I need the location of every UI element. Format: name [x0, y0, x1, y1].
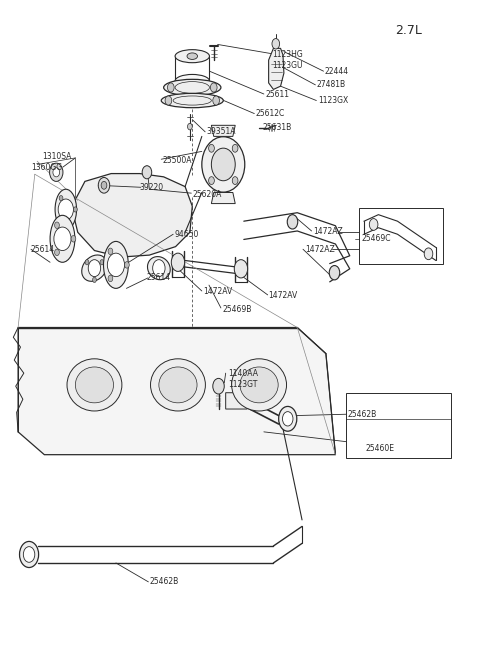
Text: 27481B: 27481B: [316, 81, 346, 89]
Circle shape: [85, 259, 89, 265]
Ellipse shape: [159, 367, 197, 403]
Circle shape: [234, 259, 248, 278]
Ellipse shape: [175, 75, 209, 88]
Text: 1140AA: 1140AA: [228, 369, 258, 378]
Circle shape: [209, 177, 215, 185]
Circle shape: [168, 83, 174, 92]
Circle shape: [116, 255, 125, 268]
Circle shape: [213, 379, 224, 394]
Circle shape: [108, 275, 113, 282]
Text: 25460E: 25460E: [365, 443, 395, 453]
Text: 25462B: 25462B: [149, 577, 179, 586]
Circle shape: [55, 249, 60, 255]
Circle shape: [54, 227, 71, 251]
Circle shape: [171, 253, 185, 271]
Text: 1123GU: 1123GU: [272, 61, 302, 70]
Ellipse shape: [55, 189, 76, 230]
Text: 2.7L: 2.7L: [395, 24, 422, 37]
Ellipse shape: [151, 359, 205, 411]
Ellipse shape: [67, 359, 122, 411]
Text: 25500A: 25500A: [163, 156, 192, 165]
Text: 25631B: 25631B: [263, 123, 292, 132]
Circle shape: [93, 277, 96, 282]
Circle shape: [59, 218, 63, 223]
Circle shape: [282, 411, 293, 426]
Text: 25612C: 25612C: [256, 109, 285, 118]
Ellipse shape: [202, 137, 245, 192]
Ellipse shape: [82, 255, 107, 281]
Circle shape: [369, 219, 378, 231]
Text: 94650: 94650: [174, 230, 199, 238]
Circle shape: [71, 236, 76, 242]
Ellipse shape: [175, 50, 209, 63]
Circle shape: [210, 83, 217, 92]
Circle shape: [73, 207, 77, 212]
Ellipse shape: [279, 406, 297, 431]
Circle shape: [153, 259, 165, 276]
Circle shape: [165, 96, 172, 105]
Circle shape: [108, 248, 113, 255]
Ellipse shape: [104, 242, 128, 288]
Ellipse shape: [20, 542, 38, 567]
Text: 25611: 25611: [265, 90, 289, 99]
Circle shape: [108, 253, 124, 276]
Circle shape: [142, 166, 152, 179]
Polygon shape: [226, 393, 247, 409]
Text: 1123GX: 1123GX: [318, 96, 348, 105]
Ellipse shape: [161, 94, 223, 107]
Text: 25620A: 25620A: [192, 190, 222, 199]
Text: 1472AV: 1472AV: [269, 291, 298, 300]
Polygon shape: [73, 174, 192, 257]
Ellipse shape: [232, 359, 287, 411]
Text: 1472AV: 1472AV: [203, 287, 232, 296]
Circle shape: [209, 144, 215, 152]
Text: 25469B: 25469B: [222, 305, 252, 314]
Text: 1360GG: 1360GG: [31, 163, 62, 172]
Circle shape: [232, 177, 238, 185]
Text: 1123GT: 1123GT: [228, 380, 257, 389]
Text: 25462B: 25462B: [348, 410, 377, 419]
Polygon shape: [211, 125, 235, 136]
Circle shape: [101, 181, 107, 189]
Circle shape: [58, 199, 73, 220]
Circle shape: [287, 215, 298, 229]
Ellipse shape: [147, 257, 170, 280]
Text: 22444: 22444: [325, 67, 349, 76]
Circle shape: [53, 168, 60, 177]
Circle shape: [188, 123, 192, 130]
Polygon shape: [211, 193, 235, 204]
Circle shape: [424, 248, 433, 259]
Circle shape: [272, 39, 280, 49]
Ellipse shape: [50, 215, 75, 262]
Polygon shape: [360, 208, 443, 263]
Circle shape: [55, 222, 60, 229]
Text: 1472AZ: 1472AZ: [313, 227, 343, 236]
Text: 25469C: 25469C: [362, 234, 391, 243]
Text: 39351A: 39351A: [206, 127, 236, 136]
Text: 1472AZ: 1472AZ: [305, 245, 335, 253]
Text: 1123HG: 1123HG: [272, 50, 303, 60]
Circle shape: [98, 178, 110, 193]
Text: 39220: 39220: [140, 183, 164, 192]
Circle shape: [124, 261, 129, 268]
Circle shape: [232, 144, 238, 152]
Text: 25614: 25614: [30, 245, 54, 253]
Ellipse shape: [240, 367, 278, 403]
Circle shape: [24, 547, 35, 562]
Circle shape: [329, 265, 340, 280]
Polygon shape: [346, 393, 451, 458]
Ellipse shape: [75, 367, 114, 403]
Text: 1310SA: 1310SA: [42, 152, 72, 161]
Text: 25614: 25614: [147, 273, 171, 282]
Circle shape: [211, 148, 235, 181]
Circle shape: [49, 163, 63, 181]
Ellipse shape: [164, 79, 221, 96]
Polygon shape: [18, 328, 336, 455]
Polygon shape: [269, 48, 284, 90]
Circle shape: [59, 196, 63, 201]
Circle shape: [88, 259, 101, 276]
Circle shape: [213, 96, 219, 105]
Ellipse shape: [187, 53, 198, 60]
Circle shape: [100, 259, 104, 265]
